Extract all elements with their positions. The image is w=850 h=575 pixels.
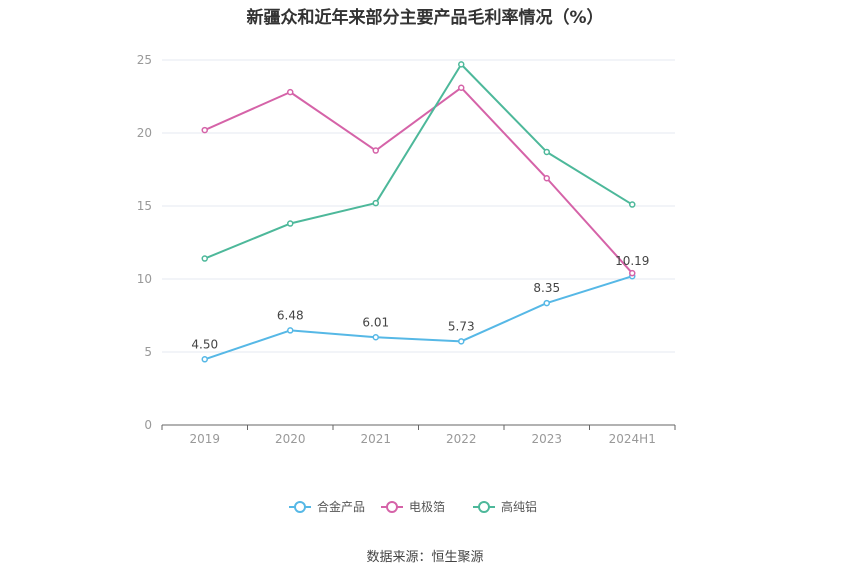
- data-point[interactable]: [458, 338, 465, 345]
- x-tick-label: 2024H1: [609, 432, 656, 446]
- data-point[interactable]: [629, 269, 636, 277]
- data-label: 6.01: [362, 315, 389, 329]
- data-label-layer: 4.50 6.48 6.01 5.73 8.35 10.19: [191, 254, 649, 351]
- x-tick-label: 2022: [446, 432, 477, 446]
- x-tick-label: 2023: [531, 432, 562, 446]
- data-point[interactable]: [543, 175, 550, 182]
- data-point[interactable]: [543, 148, 550, 156]
- grid-layer: [162, 59, 675, 353]
- y-tick-label: 25: [137, 53, 152, 67]
- y-tick-label: 0: [144, 418, 152, 432]
- data-label: 4.50: [191, 337, 218, 351]
- y-tick-label: 10: [137, 272, 152, 286]
- legend-item-1[interactable]: 电极箔: [381, 499, 445, 514]
- legend-marker-icon: [386, 501, 398, 513]
- legend[interactable]: 合金产品 电极箔 高纯铝: [289, 499, 537, 514]
- x-tick-label: 2021: [360, 432, 391, 446]
- legend-label: 合金产品: [317, 499, 365, 514]
- series-layer: [201, 61, 636, 363]
- data-label: 10.19: [615, 254, 649, 268]
- data-point[interactable]: [201, 255, 208, 262]
- legend-marker-icon: [294, 501, 306, 513]
- data-label: 6.48: [277, 308, 304, 322]
- data-point[interactable]: [287, 88, 294, 96]
- data-point[interactable]: [458, 84, 465, 91]
- legend-label: 电极箔: [409, 499, 445, 514]
- y-tick-label: 20: [137, 126, 152, 140]
- data-point[interactable]: [201, 356, 208, 363]
- legend-item-0[interactable]: 合金产品: [289, 499, 365, 514]
- legend-item-2[interactable]: 高纯铝: [473, 499, 537, 514]
- data-label: 8.35: [533, 281, 560, 295]
- chart-title: 新疆众和近年来部分主要产品毛利率情况（%）: [246, 8, 604, 28]
- data-point[interactable]: [543, 299, 550, 307]
- x-tick-label: 2019: [189, 432, 220, 446]
- data-point[interactable]: [372, 334, 379, 341]
- data-label: 5.73: [448, 319, 475, 333]
- data-point[interactable]: [372, 199, 379, 207]
- x-tick-label: 2020: [275, 432, 306, 446]
- legend-marker-icon: [478, 501, 490, 513]
- y-tick-label: 5: [144, 345, 152, 359]
- legend-label: 高纯铝: [501, 499, 537, 514]
- axis-layer: 0 5 10 15 20 25 2019 2020 2021 2022 2023 2024H1: [137, 53, 676, 446]
- data-point[interactable]: [629, 201, 636, 208]
- y-tick-label: 15: [137, 199, 152, 213]
- source-note: 数据来源：恒生聚源: [366, 550, 484, 565]
- data-point[interactable]: [372, 147, 379, 154]
- series-line-0: [204, 275, 633, 361]
- data-point[interactable]: [287, 327, 294, 334]
- data-point[interactable]: [287, 220, 294, 227]
- series-line-1: [204, 86, 633, 274]
- data-point[interactable]: [201, 126, 208, 134]
- series-line-2: [204, 63, 633, 260]
- data-point[interactable]: [458, 61, 465, 68]
